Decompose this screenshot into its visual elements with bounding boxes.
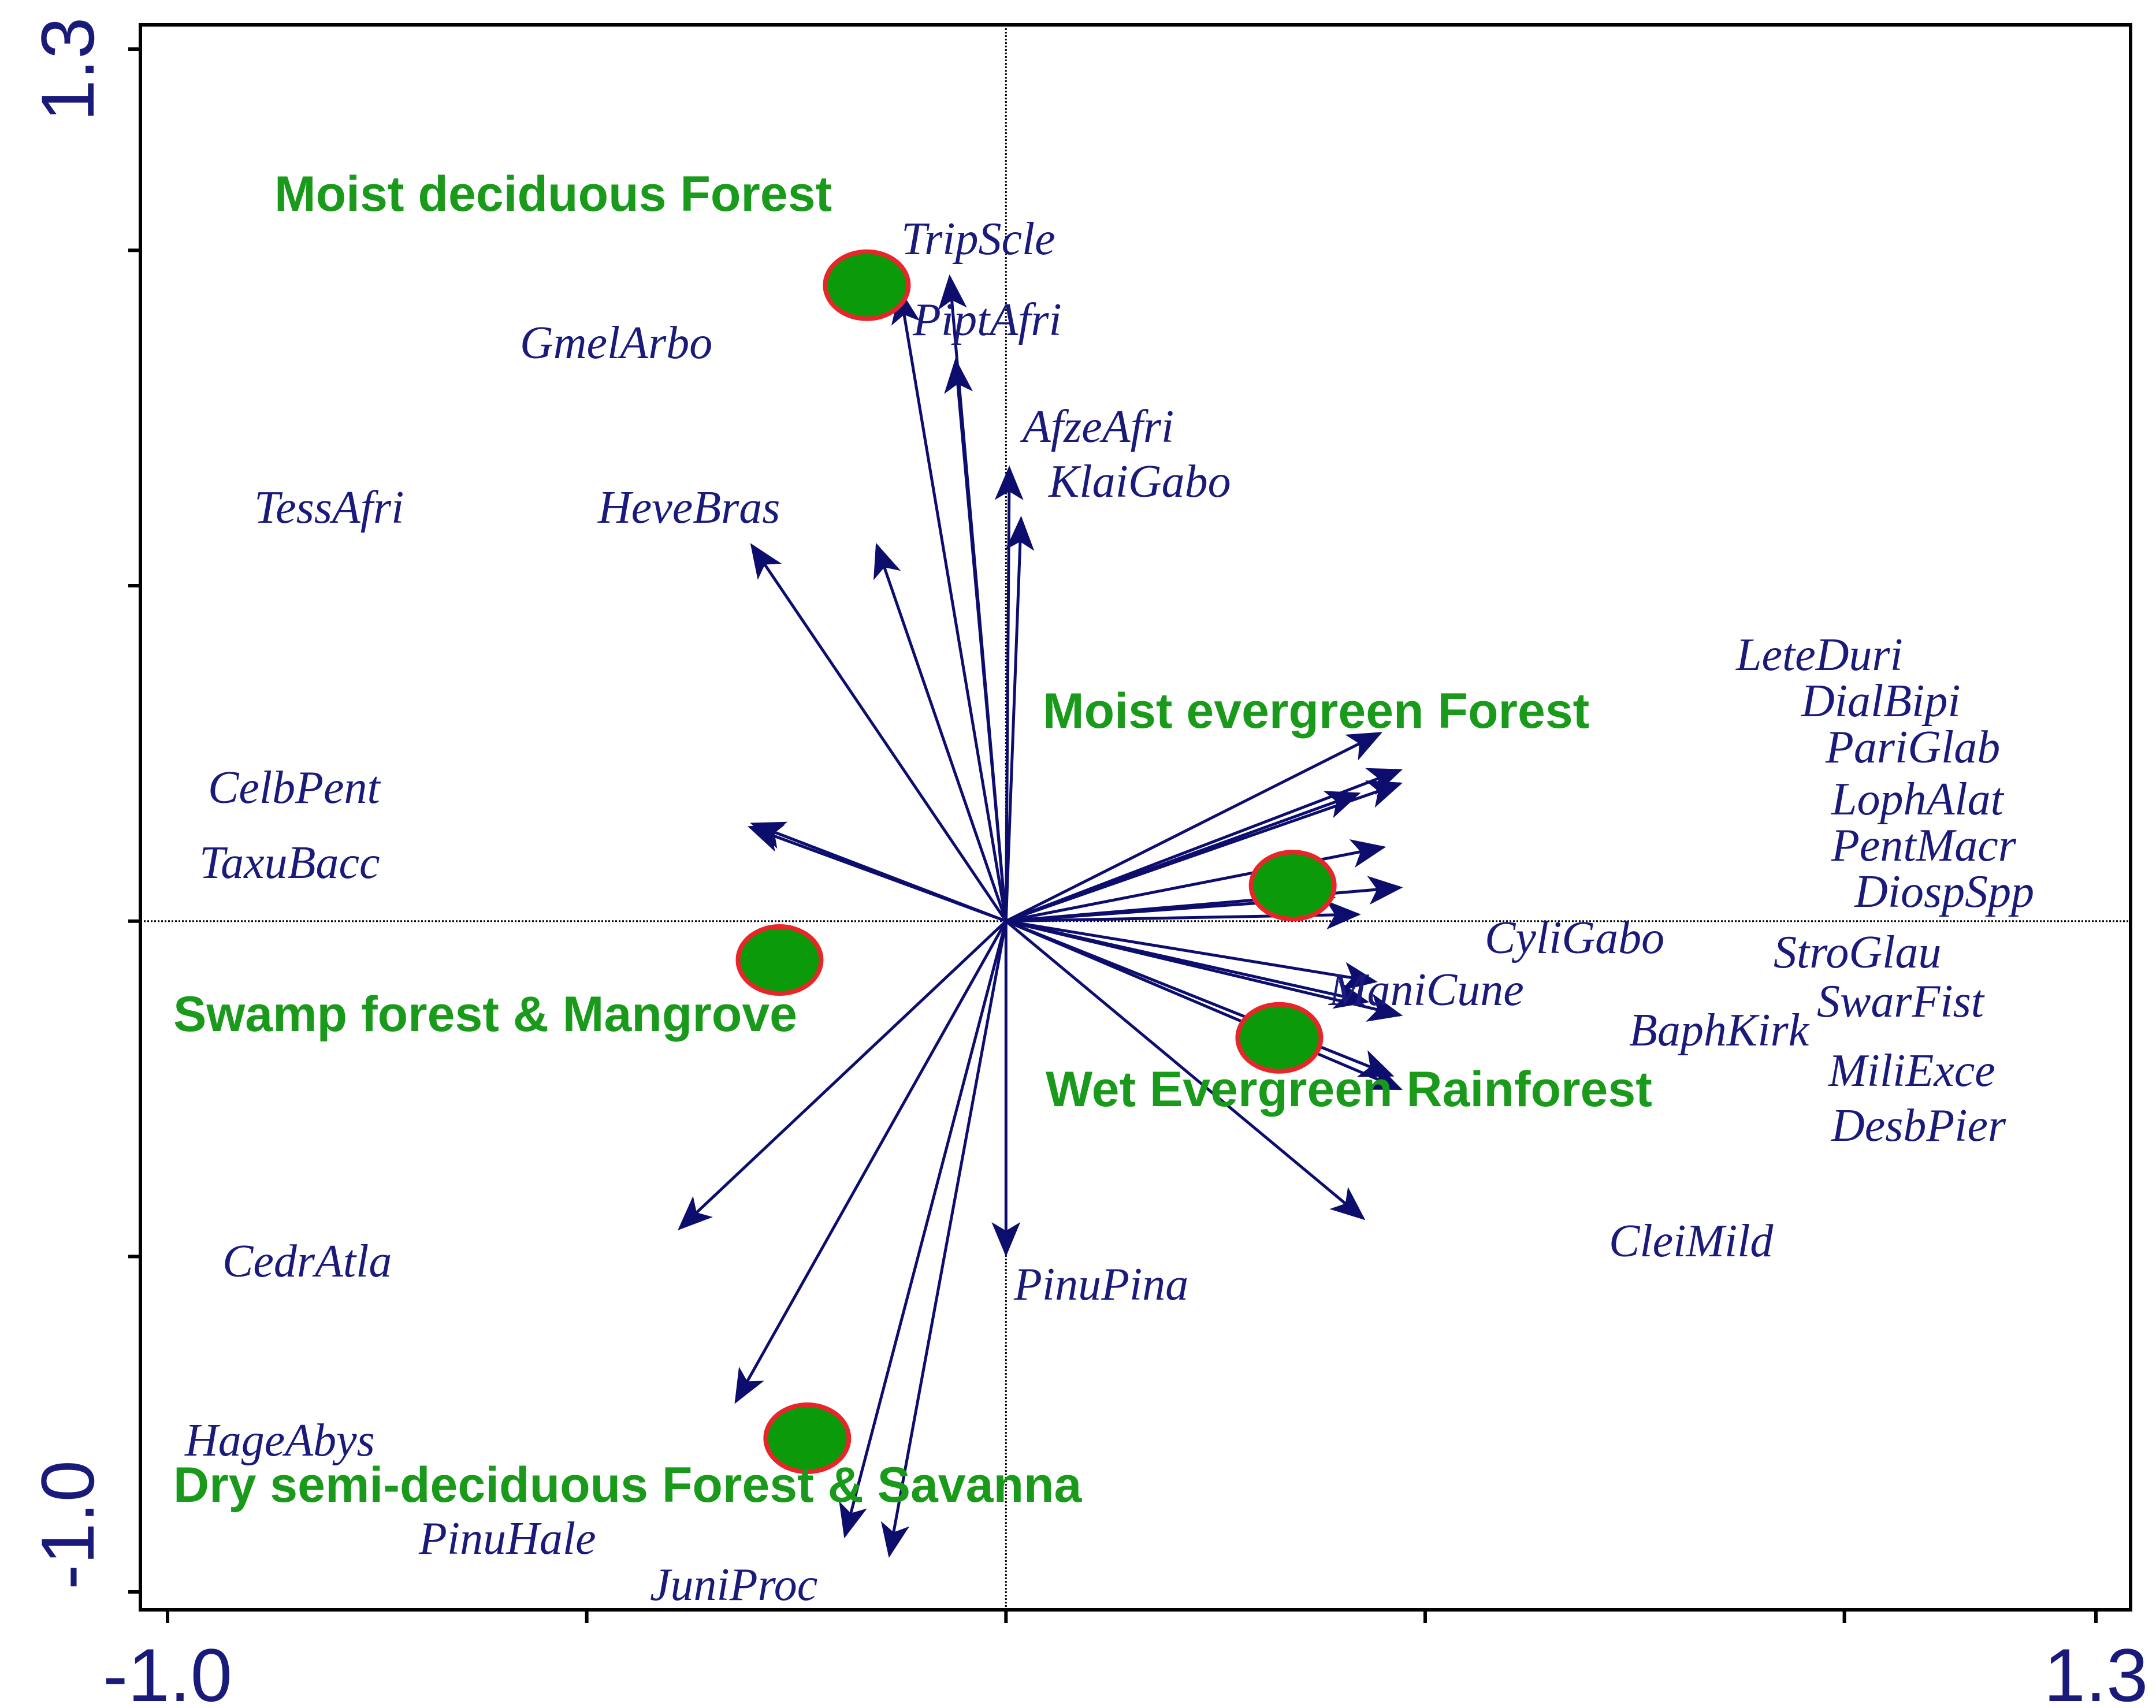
species-arrow-hageabys	[734, 920, 1008, 1404]
species-label-miliexce: MiliExce	[1828, 1045, 1995, 1096]
species-arrow-miliexce	[1005, 920, 1395, 1077]
centroid-swamp-forest-mangrove	[735, 924, 824, 996]
species-label-desbpier: DesbPier	[1831, 1100, 2006, 1151]
species-label-leteduri: LeteDuri	[1735, 630, 1903, 680]
species-arrow-desbpier	[1005, 920, 1403, 1091]
species-arrow-pinuhale	[839, 921, 1008, 1539]
centroid-moist-deciduous-forest	[823, 249, 911, 321]
x-tick-label-max: 1.3	[2044, 1633, 2148, 1708]
species-label-pentmacr: PentMacr	[1831, 820, 2017, 871]
species-label-gmelarbo: GmelArbo	[520, 318, 712, 369]
species-label-pariglab: PariGlab	[1825, 722, 2000, 773]
species-label-juniproc: JuniProc	[650, 1560, 817, 1610]
species-label-diospspp: DiospSpp	[1854, 866, 2034, 917]
y-tick-label-max: 1.3	[25, 17, 110, 122]
centroid-moist-evergreen-forest	[1248, 850, 1337, 922]
group-label-moist-evergreen-forest: Moist evergreen Forest	[1043, 683, 1589, 739]
axes	[128, 25, 2131, 1623]
labels: TripScle PiptAfri GmelArbo AfzeAfriKlaiGabo…	[173, 166, 2034, 1610]
species-label-hageabys: HageAbys	[184, 1415, 375, 1466]
species-label-cleimild: CleiMild	[1609, 1216, 1774, 1267]
species-arrow-taxubacc	[747, 824, 1007, 923]
x-tick-label-min: -1.0	[103, 1633, 232, 1708]
species-label-hevebras: HeveBras	[597, 482, 780, 533]
centroid-wet-evergreen-rainforest	[1235, 1002, 1324, 1074]
group-label-moist-deciduous-forest: Moist deciduous Forest	[274, 166, 832, 222]
species-label-manicune: ManiCune	[1328, 965, 1524, 1015]
species-arrows	[678, 274, 1403, 1558]
species-label-swarfist: SwarFist	[1817, 976, 1985, 1027]
species-label-cyligabo: CyliGabo	[1485, 913, 1664, 963]
species-label-klaigabo: KlaiGabo	[1048, 456, 1231, 507]
species-arrow-cedratla	[678, 920, 1008, 1231]
species-arrow-klaigabo	[1004, 515, 1035, 921]
species-label-celbpent: CelbPent	[208, 762, 381, 813]
group-label-swamp-forest-mangrove: Swamp forest & Mangrove	[173, 987, 797, 1042]
species-arrow-juniproc	[880, 921, 1008, 1558]
species-arrow-lophalat	[1005, 780, 1403, 923]
species-arrow-manicune	[1005, 920, 1378, 991]
species-label-dialbipi: DialBipi	[1801, 676, 1961, 727]
species-label-tessafri: TessAfri	[254, 482, 404, 533]
species-label-pinuhale: PinuHale	[418, 1513, 596, 1564]
centroid-dry-semi-deciduous-forest-savanna	[763, 1402, 852, 1475]
species-arrow-baphkirk	[1005, 920, 1403, 1022]
species-label-taxubacc: TaxuBacc	[199, 838, 380, 888]
species-label-baphkirk: BaphKirk	[1629, 1005, 1810, 1056]
species-label-tripscle: TripScle	[901, 214, 1055, 265]
species-label-lophalat: LophAlat	[1831, 774, 2005, 825]
y-tick-label-min: -1.0	[25, 1460, 110, 1590]
species-arrow-tessafri	[750, 543, 1008, 922]
species-label-cedratla: CedrAtla	[222, 1236, 392, 1287]
group-label-wet-evergreen-rainforest: Wet Evergreen Rainforest	[1046, 1062, 1652, 1117]
species-arrow-hevebras	[873, 542, 1008, 922]
species-arrow-gmelarbo	[891, 289, 1008, 922]
plot-frame	[139, 23, 2132, 1612]
species-label-afzeafri: AfzeAfri	[1020, 401, 1174, 452]
species-arrow-piptafri	[944, 358, 1008, 921]
species-arrow-cleimild	[1005, 920, 1366, 1220]
species-label-stroglau: StroGlau	[1774, 927, 1941, 978]
group-centroids	[735, 249, 1337, 1475]
species-label-piptafri: PiptAfri	[912, 295, 1062, 345]
species-arrow-leteduri	[1005, 732, 1383, 922]
group-label-dry-semi-deciduous-forest-savanna: Dry semi-deciduous Forest & Savanna	[173, 1457, 1083, 1513]
species-label-pinupina: PinuPina	[1013, 1259, 1188, 1310]
